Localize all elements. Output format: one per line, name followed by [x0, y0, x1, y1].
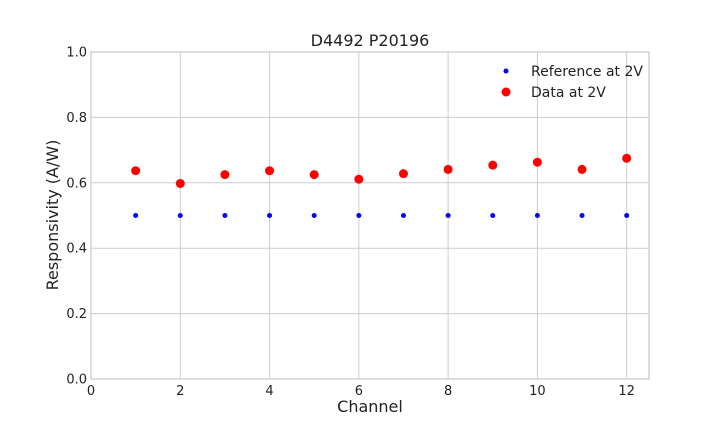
legend: Reference at 2V Data at 2V: [501, 64, 643, 101]
data-point: [309, 170, 319, 180]
data-point: [532, 157, 542, 167]
data-point: [622, 153, 632, 163]
reference-point: [445, 213, 451, 218]
data-point: [443, 164, 453, 174]
y-axis-label: Responsivity (A/W): [43, 140, 62, 291]
reference-point: [133, 213, 139, 218]
legend-marker-reference: [503, 68, 509, 74]
y-tick-label: 0.6: [66, 176, 87, 191]
reference-point: [534, 213, 540, 218]
data-point: [220, 170, 230, 180]
reference-point: [490, 213, 496, 218]
ticks: 0 2 4 6 8 10 12 0.0 0.2 0.4 0.6 0.8 1.0: [66, 46, 635, 400]
data-point: [488, 160, 498, 170]
x-tick-label: 0: [87, 384, 95, 399]
reference-point: [356, 213, 362, 218]
reference-point: [267, 213, 273, 218]
x-tick-label: 6: [355, 384, 363, 399]
plot-area: [90, 51, 650, 380]
reference-point: [222, 213, 228, 218]
data-point: [131, 166, 141, 176]
reference-point: [400, 213, 406, 218]
data-point: [398, 169, 408, 179]
legend-label-data: Data at 2V: [531, 85, 606, 101]
series-reference: [133, 213, 630, 218]
chart-title: D4492 P20196: [311, 31, 430, 50]
reference-point: [311, 213, 317, 218]
x-tick-label: 12: [618, 384, 635, 399]
y-tick-label: 0.2: [66, 307, 87, 322]
x-tick-label: 2: [176, 384, 184, 399]
y-tick-label: 1.0: [66, 46, 87, 61]
x-tick-label: 8: [444, 384, 452, 399]
data-point: [577, 164, 587, 174]
legend-marker-data: [501, 87, 511, 97]
reference-point: [624, 213, 630, 218]
series-data: [131, 153, 632, 188]
y-tick-label: 0.4: [66, 242, 87, 257]
x-tick-label: 10: [529, 384, 546, 399]
y-tick-label: 0.8: [66, 111, 87, 126]
data-series: [131, 153, 632, 218]
legend-label-reference: Reference at 2V: [531, 64, 643, 80]
reference-point: [579, 213, 585, 218]
data-point: [175, 178, 185, 188]
reference-point: [177, 213, 183, 218]
y-tick-label: 0.0: [66, 373, 87, 388]
x-axis-label: Channel: [337, 397, 403, 416]
data-point: [265, 166, 275, 176]
data-point: [354, 174, 364, 184]
x-tick-label: 4: [265, 384, 273, 399]
